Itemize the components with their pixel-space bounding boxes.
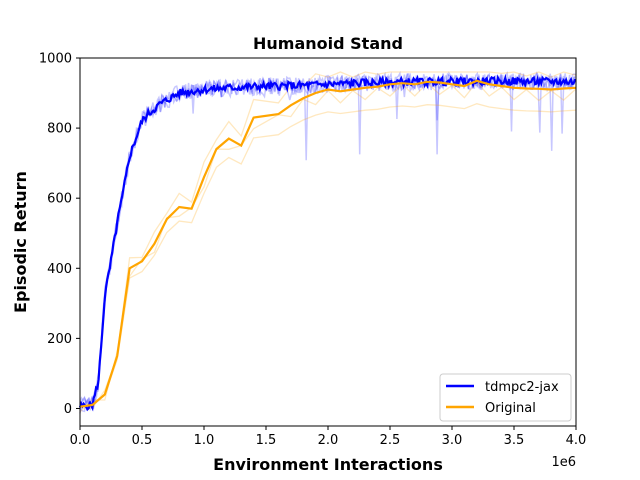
x-tick-label: 3.0 [442, 433, 463, 448]
legend-label-tdmpc2-jax: tdmpc2-jax [485, 380, 559, 395]
y-tick-label: 800 [47, 122, 72, 137]
series-seed-original [79, 81, 577, 413]
series-lines [78, 73, 577, 412]
x-tick-label: 4.0 [566, 433, 587, 448]
x-tick-label: 2.5 [380, 433, 401, 448]
series-seed-original [79, 103, 577, 408]
x-axis-label: Environment Interactions [213, 455, 443, 474]
y-tick-label: 200 [47, 332, 72, 347]
legend: tdmpc2-jax Original [439, 373, 572, 422]
x-tick-label: 1.0 [194, 433, 215, 448]
y-axis-label: Episodic Return [11, 171, 30, 313]
x-tick-label: 3.5 [504, 433, 525, 448]
x-axis: 0.0 0.5 1.0 1.5 2.0 2.5 3.0 3.5 4.0 [70, 426, 587, 448]
legend-label-original: Original [485, 401, 536, 416]
x-multiplier-label: 1e6 [551, 455, 576, 470]
y-tick-label: 600 [47, 192, 72, 207]
x-tick-label: 1.5 [256, 433, 277, 448]
x-tick-label: 0.5 [132, 433, 153, 448]
series-seed-original [79, 71, 577, 410]
y-tick-label: 1000 [39, 52, 72, 67]
x-tick-label: 0.0 [70, 433, 91, 448]
series-seed-tdmpc2-jax [79, 70, 577, 406]
series-seed-tdmpc2-jax [79, 71, 576, 414]
chart-title: Humanoid Stand [253, 34, 403, 53]
y-tick-label: 0 [64, 402, 72, 417]
series-line-tdmpc2-jax [78, 73, 577, 412]
x-tick-label: 2.0 [318, 433, 339, 448]
y-axis: 0 200 400 600 800 1000 [39, 52, 80, 417]
series-line-original [79, 79, 577, 408]
y-tick-label: 400 [47, 262, 72, 277]
